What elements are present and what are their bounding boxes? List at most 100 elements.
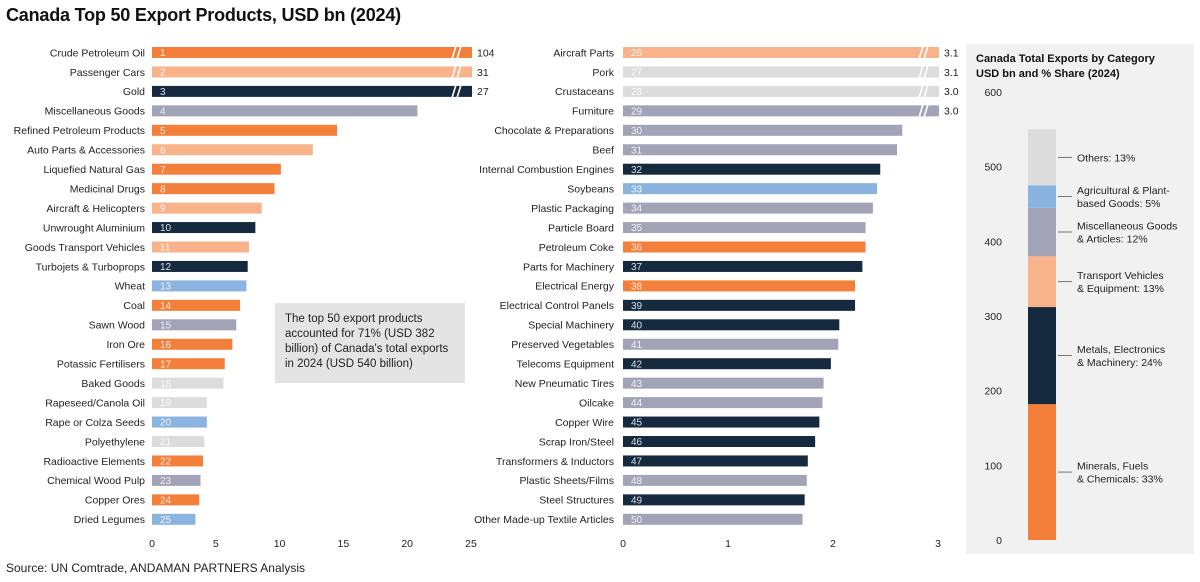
bar-rank-label: 6 <box>160 145 166 156</box>
category-label: Copper Wire <box>555 417 614 429</box>
bar-45 <box>623 416 820 428</box>
category-label: Electrical Energy <box>535 281 615 293</box>
bar-rank-label: 21 <box>160 437 172 448</box>
bar-rank-label: 2 <box>160 68 166 79</box>
bar-25 <box>152 513 196 525</box>
x-tick-label: 25 <box>465 538 477 550</box>
category-label: Particle Board <box>548 222 614 234</box>
value-label: 3.1 <box>944 47 959 59</box>
bar-41 <box>623 338 839 350</box>
category-label: Special Machinery <box>528 320 615 332</box>
category-label: Internal Combustion Engines <box>479 164 614 176</box>
x-tick-label: 1 <box>725 538 731 550</box>
category-label: Coal <box>123 300 145 312</box>
bar-1 <box>152 47 472 58</box>
category-label: Scrap Iron/Steel <box>539 436 614 448</box>
bar-36 <box>623 241 866 253</box>
bar-14 <box>152 299 241 311</box>
bar-rank-label: 22 <box>160 457 172 468</box>
bar-22 <box>152 455 204 467</box>
stacked-segment <box>1028 307 1056 405</box>
category-label: Miscellaneous Goods <box>45 106 145 118</box>
category-label: Transformers & Inductors <box>496 456 614 468</box>
category-label: Electrical Control Panels <box>500 300 614 312</box>
category-label: Rapeseed/Canola Oil <box>45 397 145 409</box>
y-tick-label: 100 <box>984 460 1002 472</box>
stacked-segment <box>1028 129 1056 186</box>
bar-rank-label: 49 <box>631 495 643 506</box>
bar-rank-label: 43 <box>631 379 643 390</box>
category-label: Iron Ore <box>106 339 145 351</box>
segment-label: & Machinery: 24% <box>1077 357 1162 369</box>
category-label: Crustaceans <box>555 86 614 98</box>
y-tick-label: 400 <box>984 236 1002 248</box>
y-tick-label: 200 <box>984 386 1002 398</box>
bar-21 <box>152 436 205 447</box>
bar-rank-label: 9 <box>160 204 166 215</box>
bar-28 <box>623 85 939 97</box>
bar-rank-label: 1 <box>160 48 166 59</box>
category-label: Beef <box>592 145 614 157</box>
axis-break-mark <box>923 104 929 118</box>
category-label: Other Made-up Textile Articles <box>474 514 614 526</box>
category-label: New Pneumatic Tires <box>515 378 614 390</box>
axis-break-mark <box>918 84 924 99</box>
bar-rank-label: 45 <box>631 418 643 429</box>
bar-rank-label: 47 <box>631 457 643 468</box>
bar-6 <box>152 144 313 156</box>
bar-rank-label: 17 <box>160 359 172 370</box>
bar-rank-label: 42 <box>631 359 643 370</box>
bar-rank-label: 37 <box>631 262 643 273</box>
page-title: Canada Top 50 Export Products, USD bn (2… <box>6 5 401 25</box>
bar-8 <box>152 183 275 195</box>
bar-rank-label: 34 <box>631 204 643 215</box>
stacked-chart-title: Canada Total Exports by Category <box>976 53 1156 65</box>
category-label: Furniture <box>572 106 614 118</box>
bar-rank-label: 23 <box>160 476 172 487</box>
bar-10 <box>152 222 256 234</box>
value-label: 104 <box>477 47 495 59</box>
stacked-chart-title: USD bn and % Share (2024) <box>976 68 1120 80</box>
bar-18 <box>152 377 224 389</box>
annotation-text-line: in 2024 (USD 540 billion) <box>285 358 413 370</box>
value-label: 3.0 <box>944 106 959 118</box>
bar-4 <box>152 105 418 117</box>
stacked-segment <box>1028 256 1056 308</box>
bar-20 <box>152 416 207 428</box>
category-label: Plastic Packaging <box>531 203 614 215</box>
axis-break-mark <box>451 84 457 99</box>
category-label: Chocolate & Preparations <box>494 125 614 137</box>
bar-rank-label: 29 <box>631 106 643 117</box>
category-label: Baked Goods <box>81 378 145 390</box>
axis-break-mark <box>923 65 929 79</box>
bar-rank-label: 38 <box>631 282 643 293</box>
axis-break-mark <box>451 45 457 60</box>
category-label: Copper Ores <box>85 495 145 507</box>
bar-rank-label: 35 <box>631 223 643 234</box>
bar-34 <box>623 202 873 214</box>
category-label: Unwrought Aluminium <box>43 222 145 234</box>
bar-rank-label: 10 <box>160 223 172 234</box>
segment-label: Miscellaneous Goods <box>1077 221 1177 233</box>
category-label: Petroleum Coke <box>539 242 614 254</box>
bar-47 <box>623 455 808 467</box>
category-label: Goods Transport Vehicles <box>25 242 145 254</box>
category-label: Pork <box>592 67 614 79</box>
bar-rank-label: 25 <box>160 515 172 526</box>
bar-46 <box>623 436 816 447</box>
bar-rank-label: 30 <box>631 126 643 137</box>
bar-40 <box>623 319 840 331</box>
category-label: Sawn Wood <box>89 320 146 332</box>
axis-break-mark <box>918 65 924 79</box>
bar-rank-label: 18 <box>160 379 172 390</box>
source-note: Source: UN Comtrade, ANDAMAN PARTNERS An… <box>6 561 305 575</box>
axis-break-mark <box>918 45 924 60</box>
category-label: Auto Parts & Accessories <box>27 145 145 157</box>
bar-37 <box>623 260 863 272</box>
value-label: 3.1 <box>944 67 959 79</box>
y-tick-label: 500 <box>984 162 1002 174</box>
category-label: Steel Structures <box>539 495 614 507</box>
bar-rank-label: 44 <box>631 398 643 409</box>
category-label: Parts for Machinery <box>523 261 615 273</box>
